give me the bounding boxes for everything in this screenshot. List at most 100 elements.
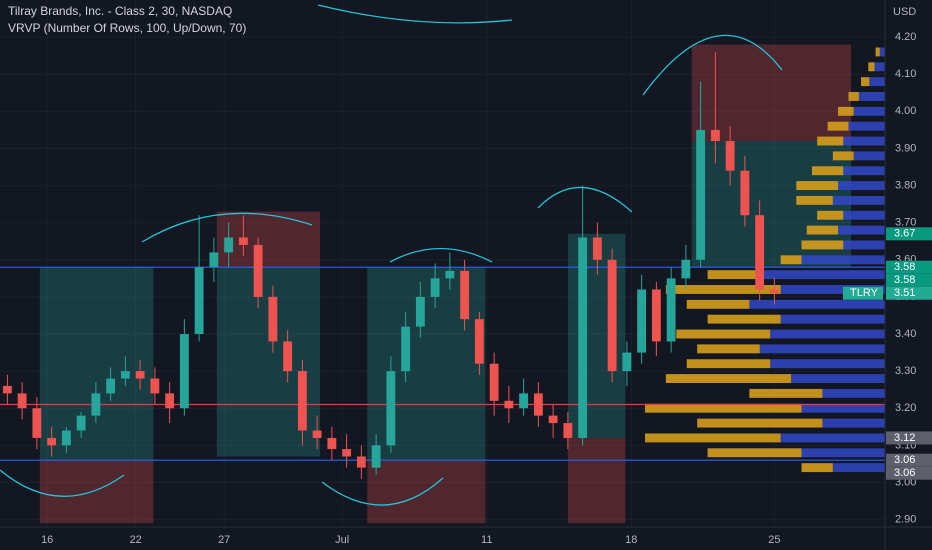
curve <box>537 186 633 213</box>
profile-down <box>843 210 885 220</box>
candle-body <box>445 270 455 279</box>
y-tick-label: 4.10 <box>895 68 916 80</box>
symbol-label: TLRY <box>850 287 879 299</box>
profile-down <box>822 418 885 428</box>
profile-down <box>869 77 885 87</box>
y-tick-label: 3.70 <box>895 217 916 229</box>
y-tick-label: 3.30 <box>895 365 916 377</box>
candle-body <box>238 237 248 245</box>
candle-body <box>474 319 484 364</box>
profile-down <box>843 240 885 250</box>
profile-down <box>801 255 885 265</box>
drawings <box>0 4 783 506</box>
curve <box>141 212 313 243</box>
profile-down <box>749 299 885 309</box>
candle-body <box>61 430 71 446</box>
curve <box>317 4 513 24</box>
candle-body <box>179 334 189 409</box>
candle-body <box>725 141 735 171</box>
profile-up <box>838 106 854 116</box>
candle-body <box>283 341 293 372</box>
profile-up <box>707 270 760 280</box>
candle-body <box>622 352 632 372</box>
profile-down <box>874 62 885 72</box>
price-badge <box>886 227 932 241</box>
candle-body <box>696 129 706 260</box>
position-zone <box>39 460 154 524</box>
profile-up <box>848 92 859 101</box>
candle-body <box>253 244 263 297</box>
candle-body <box>342 449 352 457</box>
profile-down <box>780 314 885 324</box>
candle-body <box>47 437 57 446</box>
candle-body <box>548 415 558 424</box>
title: Tilray Brands, Inc. - Class 2, 30, NASDA… <box>8 4 232 18</box>
profile-down <box>759 344 885 354</box>
candle-body <box>504 400 514 409</box>
profile-up <box>749 388 823 398</box>
profile-down <box>853 151 885 161</box>
candle-body <box>297 371 307 431</box>
candle-body <box>150 378 160 394</box>
position-zone <box>567 233 626 438</box>
x-tick-label: 16 <box>41 534 53 546</box>
profile-up <box>806 225 839 235</box>
price-badge <box>886 466 932 480</box>
profile-up <box>676 329 771 339</box>
curve <box>0 469 125 497</box>
profile-up <box>645 433 781 443</box>
candle-body <box>637 289 647 353</box>
x-tick-label: 11 <box>481 534 492 546</box>
candle-body <box>209 252 219 268</box>
curve <box>321 477 444 506</box>
profile-up <box>827 121 849 131</box>
candle-body <box>165 393 175 409</box>
profile-down <box>853 106 885 116</box>
x-tick-label: 22 <box>130 534 142 546</box>
candle-body <box>681 259 691 279</box>
price-badge <box>886 273 932 287</box>
profile-down <box>838 225 885 235</box>
profile-down <box>801 403 885 413</box>
position-zone <box>567 437 626 524</box>
candle-body <box>533 393 543 416</box>
price-badge-label: 3.06 <box>894 467 915 479</box>
position-zone <box>216 211 321 268</box>
profile-up <box>686 299 750 309</box>
profile-down <box>858 92 885 101</box>
position-zone <box>39 267 154 461</box>
profile-up <box>796 181 839 191</box>
x-tick-label: Jul <box>335 534 349 546</box>
profile-down <box>801 448 885 458</box>
profile-down <box>791 374 885 384</box>
candle-body <box>106 378 116 394</box>
profile-down <box>843 136 885 146</box>
currency: USD <box>893 6 916 18</box>
price-badge <box>886 431 932 445</box>
candle-body <box>17 393 27 409</box>
profile-down <box>832 463 885 473</box>
y-tick-label: 4.20 <box>895 31 916 43</box>
y-tick-label: 3.40 <box>895 328 916 340</box>
candle-body <box>401 326 411 372</box>
y-tick-label: 3.20 <box>895 402 916 414</box>
profile-up <box>801 463 833 473</box>
candle-body <box>592 237 602 260</box>
candle-body <box>489 363 499 401</box>
candle-body <box>76 415 86 431</box>
profile-up <box>707 448 802 458</box>
candle-body <box>224 237 234 253</box>
candle-body <box>519 393 529 409</box>
candle-body <box>710 129 720 142</box>
candle-body <box>666 278 676 342</box>
candle-body <box>430 278 440 297</box>
price-badge-label: 3.51 <box>894 287 915 299</box>
profile-up <box>801 240 844 250</box>
profile-down <box>780 433 885 443</box>
candle-body <box>755 215 765 290</box>
profile-up <box>832 151 854 161</box>
candle-body <box>769 289 779 294</box>
position-zone <box>691 44 852 142</box>
candle-body <box>415 296 425 327</box>
